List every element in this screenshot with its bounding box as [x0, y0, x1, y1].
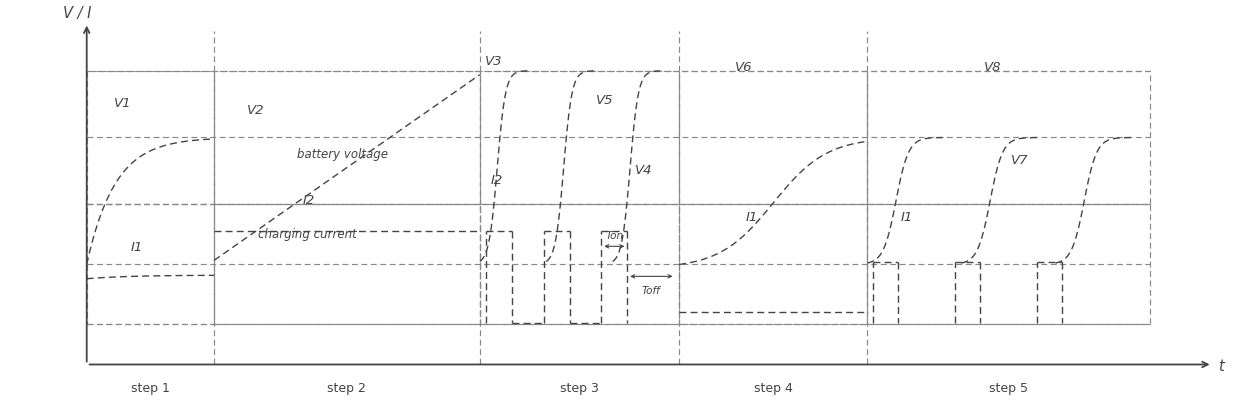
Text: I1: I1 [745, 211, 758, 224]
Text: V6: V6 [734, 61, 751, 74]
Text: V8: V8 [983, 61, 1001, 74]
Text: V4: V4 [635, 164, 652, 177]
Text: V5: V5 [596, 94, 614, 107]
Text: step 1: step 1 [131, 382, 170, 395]
Text: I2: I2 [303, 194, 315, 207]
Text: I1: I1 [131, 241, 144, 254]
Text: step 3: step 3 [560, 382, 599, 395]
Text: battery voltage: battery voltage [298, 147, 388, 160]
Text: I1: I1 [900, 211, 913, 224]
Text: V7: V7 [1012, 154, 1029, 167]
Text: I2: I2 [491, 174, 503, 187]
Text: V / I: V / I [62, 6, 91, 21]
Text: V1: V1 [114, 97, 131, 110]
Text: step 5: step 5 [990, 382, 1028, 395]
Text: charging current: charging current [258, 228, 357, 241]
Text: t: t [1218, 359, 1224, 374]
Text: V2: V2 [247, 104, 265, 117]
Text: Toff: Toff [642, 286, 661, 296]
Text: Ton: Ton [605, 231, 624, 241]
Text: step 2: step 2 [327, 382, 366, 395]
Text: V3: V3 [485, 55, 503, 68]
Text: step 4: step 4 [754, 382, 792, 395]
